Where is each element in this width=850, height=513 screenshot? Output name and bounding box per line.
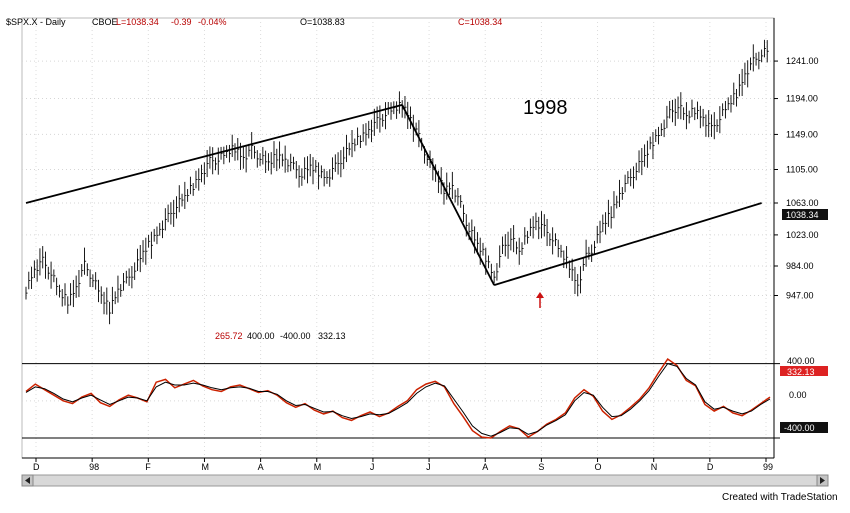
scroll-left-arrow-icon <box>25 477 30 484</box>
price-tick-label: 1149.00 <box>786 129 818 139</box>
oscillator-signal-line <box>25 363 771 437</box>
oscillator-reference-lines <box>22 363 780 439</box>
change-pct-value: -0.04% <box>198 17 227 27</box>
price-tick-label: 947.00 <box>786 290 814 300</box>
time-tick-label: N <box>651 462 658 472</box>
plot-frame <box>21 17 775 459</box>
price-tick-label: 1105.00 <box>786 165 818 175</box>
trendline <box>493 202 762 286</box>
time-tick-label: J <box>426 462 431 472</box>
price-tick-label: 1023.00 <box>786 230 819 240</box>
footer-credit: Created with TradeStation <box>722 492 838 503</box>
osc-tag-zero: 0.00 <box>789 390 807 400</box>
osc-header-value2: 400.00 <box>247 331 275 341</box>
time-tick-label: A <box>258 462 264 472</box>
oscillator-series <box>25 357 771 439</box>
low-value: L=1038.34 <box>116 17 159 27</box>
year-annotation: 1998 <box>523 97 568 119</box>
change-value: -0.39 <box>171 17 192 27</box>
scroll-right-arrow-icon <box>820 477 825 484</box>
time-tick-label: S <box>538 462 544 472</box>
trendline <box>401 104 495 286</box>
time-tick-label: O <box>595 462 602 472</box>
last-price-tag-text: 1038.34 <box>786 210 819 220</box>
osc-lower-tag <box>780 422 828 433</box>
time-tick-label: F <box>145 462 151 472</box>
price-gridlines <box>22 60 774 296</box>
time-axis-labels: D 98 F M A M J J A S O N D 99 <box>33 458 773 472</box>
open-value: O=1038.83 <box>300 17 345 27</box>
time-tick-label: D <box>707 462 714 472</box>
low-marker-arrow-icon <box>536 292 544 308</box>
price-tick-label: 1063.00 <box>786 198 819 208</box>
osc-header-value3: -400.00 <box>280 331 311 341</box>
osc-tag-upper: 400.00 <box>787 356 815 366</box>
time-tick-label: M <box>314 462 322 472</box>
price-tick-label: 984.00 <box>786 261 814 271</box>
horizontal-scrollbar[interactable] <box>21 474 829 487</box>
osc-value-tag <box>780 366 828 376</box>
symbol-label: $SPX.X - Daily <box>6 17 66 27</box>
price-tick-label: 1194.00 <box>786 94 818 104</box>
osc-header-value1: 265.72 <box>215 331 243 341</box>
time-tick-label: A <box>482 462 488 472</box>
osc-tag-lower: -400.00 <box>784 423 815 433</box>
time-tick-label: 99 <box>763 462 773 472</box>
time-tick-label: D <box>33 462 40 472</box>
trendlines <box>25 104 762 286</box>
trendline <box>25 104 403 204</box>
exchange-label: CBOE <box>92 17 118 27</box>
close-value: C=1038.34 <box>458 17 502 27</box>
time-gridlines <box>35 22 767 458</box>
time-tick-label: 98 <box>89 462 99 472</box>
osc-tag-value: 332.13 <box>787 367 815 377</box>
time-tick-label: J <box>370 462 375 472</box>
price-tick-label: 1241.00 <box>786 56 819 66</box>
oscillator-axis-tags: 400.00 332.13 0.00 -400.00 <box>780 356 828 433</box>
last-price-tag <box>782 209 828 220</box>
oscillator-line <box>25 357 771 439</box>
price-axis: 947.00 984.00 1023.00 1063.00 1105.00 1149.00… <box>773 18 819 458</box>
price-bars-series <box>25 39 769 325</box>
time-tick-label: M <box>201 462 209 472</box>
osc-header-value4: 332.13 <box>318 331 346 341</box>
